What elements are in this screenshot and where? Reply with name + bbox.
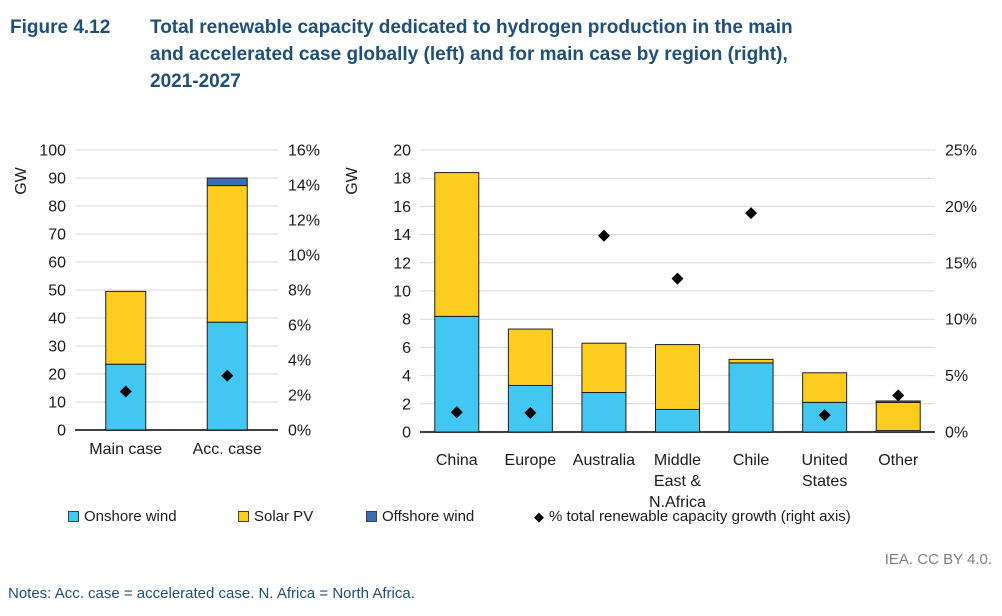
growth-marker-icon	[119, 385, 132, 398]
left-axis-tick-label: 60	[48, 255, 66, 272]
left-axis-tick-label: 90	[48, 171, 66, 188]
bar-segment-solar-pv	[434, 172, 480, 317]
left-axis-tick-label: 4	[402, 368, 411, 385]
right-axis-tick-label: 20%	[945, 199, 977, 216]
figure-title: Total renewable capacity dedicated to hy…	[150, 14, 960, 95]
bar-segment-offshore-wind	[206, 177, 248, 187]
y-axis-unit-label: GW	[13, 166, 30, 194]
left-axis-tick-label: 30	[48, 339, 66, 356]
left-axis-tick-label: 12	[393, 255, 411, 272]
attribution-text: IEA. CC BY 4.0.	[884, 551, 992, 568]
bar-segment-solar-pv	[802, 372, 848, 403]
legend-item: Onshore wind	[68, 508, 177, 525]
figure-header: Figure 4.12 Total renewable capacity ded…	[10, 14, 990, 95]
right-axis-tick-label: 0%	[288, 423, 311, 440]
category-label: United	[802, 452, 848, 469]
right-axis-tick-label: 10%	[288, 248, 320, 265]
legend-swatch-icon	[238, 511, 249, 522]
right-axis-tick-label: 16%	[288, 143, 320, 160]
right-axis-tick-label: 6%	[288, 318, 311, 335]
left-axis-tick-label: 70	[48, 227, 66, 244]
chart-global-cases: 0 10 20 30 40 50 60 70 80 90 100 0% 2% 4% 6% 8% 10% 12% 14…	[0, 138, 345, 514]
bar-segment-solar-pv	[507, 328, 553, 386]
legend-item: ◆ % total renewable capacity growth (righ…	[534, 508, 851, 525]
figure-title-line: and accelerated case globally (left) and…	[150, 44, 788, 65]
legend-diamond-icon: ◆	[534, 509, 544, 524]
bar-segment-onshore-wind	[802, 401, 848, 433]
figure-title-line: Total renewable capacity dedicated to hy…	[150, 17, 793, 38]
left-axis-tick-label: 100	[39, 143, 66, 160]
left-axis-tick-label: 0	[57, 423, 66, 440]
legend-item-label: % total renewable capacity growth (right…	[549, 508, 851, 525]
growth-marker-icon	[450, 406, 463, 419]
right-axis-tick-label: 10%	[945, 312, 977, 329]
legend-item-label: Onshore wind	[84, 508, 177, 525]
category-label: Chile	[733, 452, 770, 469]
right-axis-tick-label: 2%	[288, 388, 311, 405]
notes-text: Notes: Acc. case = accelerated case. N. …	[8, 585, 415, 602]
right-axis-tick-label: 4%	[288, 353, 311, 370]
growth-marker-icon	[745, 207, 758, 220]
right-axis-tick-label: 12%	[288, 213, 320, 230]
y-axis-unit-label: GW	[345, 166, 361, 194]
left-axis-tick-label: 20	[48, 367, 66, 384]
right-axis-tick-label: 0%	[945, 425, 968, 442]
category-label: East &	[654, 473, 701, 490]
right-axis-tick-label: 15%	[945, 255, 977, 272]
category-label: Acc. case	[193, 441, 262, 458]
right-axis-tick-label: 14%	[288, 178, 320, 195]
growth-marker-icon	[524, 406, 537, 419]
right-axis-tick-label: 5%	[945, 368, 968, 385]
left-axis-tick-label: 16	[393, 199, 411, 216]
right-axis-tick-label: 25%	[945, 143, 977, 160]
left-axis-tick-label: 8	[402, 312, 411, 329]
left-axis-tick-label: 10	[48, 395, 66, 412]
growth-marker-icon	[671, 272, 684, 285]
legend-item-label: Offshore wind	[382, 508, 475, 525]
growth-marker-icon	[818, 409, 831, 422]
left-axis-tick-label: 40	[48, 311, 66, 328]
category-label: Other	[878, 452, 919, 469]
bar-segment-onshore-wind	[728, 362, 774, 433]
category-label: Main case	[89, 441, 162, 458]
growth-marker-icon	[221, 369, 234, 382]
left-axis-tick-label: 50	[48, 283, 66, 300]
left-axis-tick-label: 18	[393, 171, 411, 188]
bar-segment-solar-pv	[728, 358, 774, 364]
left-axis-tick-label: 0	[402, 425, 411, 442]
growth-marker-icon	[597, 229, 610, 242]
category-label: States	[802, 473, 847, 490]
bar-segment-solar-pv	[655, 344, 700, 410]
category-label: Australia	[573, 452, 635, 469]
left-axis-tick-label: 2	[402, 396, 411, 413]
chart-main-case-by-region: 0 2 4 6 8 10 12 14 16 18 20 0% 5% 10% 15% 20% 25% GW China…	[345, 138, 1002, 514]
legend-item: Offshore wind	[366, 508, 474, 525]
growth-marker-icon	[892, 389, 905, 402]
bar-segment-onshore-wind	[655, 408, 700, 433]
bar-segment-onshore-wind	[581, 392, 627, 433]
left-axis-tick-label: 10	[393, 284, 411, 301]
category-label: N.Africa	[649, 494, 706, 511]
legend-swatch-icon	[68, 511, 79, 522]
category-label: Europe	[505, 452, 557, 469]
bar-segment-solar-pv	[206, 185, 248, 323]
bar-segment-solar-pv	[875, 401, 921, 432]
bar-segment-solar-pv	[581, 342, 627, 394]
legend: Onshore wind Solar PV Offshore wind ◆ % tota…	[0, 508, 1002, 532]
category-label: China	[436, 452, 478, 469]
figure-title-line: 2021-2027	[150, 71, 241, 92]
figure-number-label: Figure 4.12	[10, 17, 111, 38]
left-axis-tick-label: 6	[402, 340, 411, 357]
left-axis-tick-label: 14	[393, 227, 411, 244]
right-axis-tick-label: 8%	[288, 283, 311, 300]
category-label: Middle	[654, 452, 701, 469]
legend-item-label: Solar PV	[254, 508, 314, 525]
legend-swatch-icon	[366, 511, 377, 522]
bar-segment-solar-pv	[105, 290, 147, 365]
left-axis-tick-label: 80	[48, 199, 66, 216]
left-axis-tick-label: 20	[393, 143, 411, 160]
legend-item: Solar PV	[238, 508, 313, 525]
